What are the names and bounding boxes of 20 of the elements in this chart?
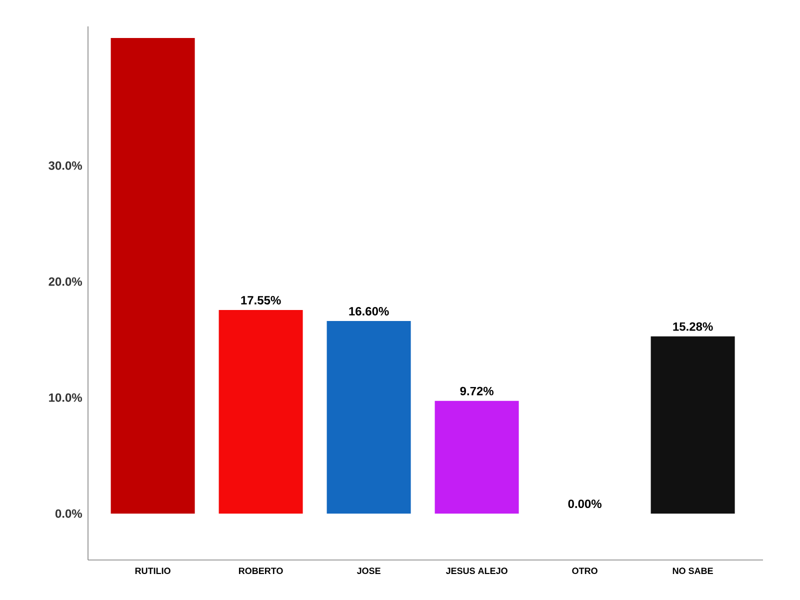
y-tick-label: 10.0% bbox=[49, 393, 82, 402]
x-tick-label: RUTILIO bbox=[135, 568, 170, 574]
y-tick-label: 0.0% bbox=[55, 509, 82, 518]
x-tick-label: JOSE bbox=[356, 568, 380, 574]
bar bbox=[218, 310, 303, 514]
data-label: 0.00% bbox=[568, 500, 602, 508]
y-tick-label: 30.0% bbox=[48, 161, 82, 170]
x-tick-label: JESUS ALEJO bbox=[446, 568, 508, 574]
bar bbox=[326, 321, 411, 514]
x-tick-label: ROBERTO bbox=[238, 568, 283, 574]
bar bbox=[434, 400, 519, 514]
data-label: 15.28% bbox=[673, 322, 713, 331]
x-tick-label: NO SABE bbox=[672, 568, 713, 574]
data-label: 17.55% bbox=[241, 296, 281, 304]
y-tick-label: 20.0% bbox=[48, 277, 82, 286]
data-label: 9.72% bbox=[460, 386, 494, 396]
bar bbox=[650, 336, 735, 514]
data-label: 16.60% bbox=[349, 307, 389, 316]
x-tick-label: OTRO bbox=[572, 568, 598, 574]
bar bbox=[110, 38, 195, 514]
